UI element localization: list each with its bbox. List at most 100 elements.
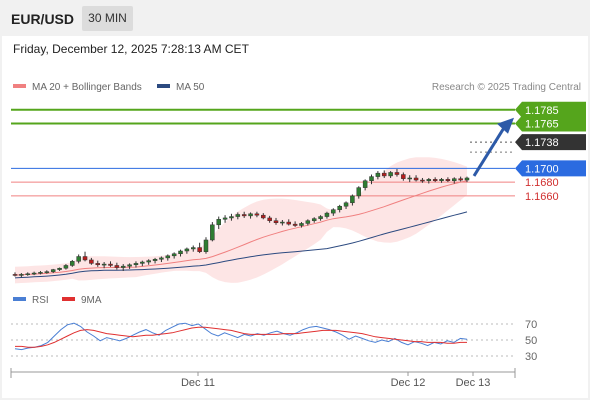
candle	[184, 247, 190, 254]
candle	[299, 222, 304, 228]
candle-body	[229, 216, 234, 219]
candle	[311, 217, 317, 223]
candle	[210, 222, 215, 242]
candle-body	[305, 220, 311, 224]
candle-body	[426, 179, 432, 181]
candle-body	[89, 259, 94, 264]
candle-body	[120, 265, 126, 268]
candle	[254, 211, 260, 218]
candle-body	[57, 267, 62, 270]
candle	[452, 177, 457, 184]
candle-body	[407, 177, 412, 180]
candle-body	[299, 223, 304, 226]
candle-body	[216, 219, 221, 226]
rsi-level-label: 70	[525, 319, 537, 331]
candle-body	[12, 274, 18, 276]
candle-body	[222, 217, 228, 220]
candle	[95, 260, 101, 267]
candle-body	[381, 172, 387, 177]
candle-body	[356, 187, 362, 197]
candle	[331, 208, 336, 216]
candle	[101, 262, 107, 269]
candle-body	[101, 263, 107, 266]
candle	[191, 245, 196, 252]
rsi-legend-swatch	[62, 297, 75, 301]
candle	[114, 262, 120, 270]
candle	[50, 268, 56, 274]
time-axis-label: Dec 12	[391, 377, 426, 389]
candle-body	[337, 205, 342, 210]
candle	[445, 177, 451, 183]
candle-body	[420, 179, 425, 182]
candle	[280, 220, 285, 226]
target-level-tag: 1.1765	[515, 115, 586, 132]
candle-body	[70, 261, 75, 266]
candle	[273, 217, 279, 225]
candle-body	[178, 250, 183, 255]
candle	[89, 257, 94, 265]
candle	[267, 215, 272, 223]
candle	[203, 237, 209, 254]
candle-body	[241, 214, 247, 217]
candle-body	[25, 273, 30, 275]
candle	[159, 256, 164, 263]
candle	[350, 194, 355, 206]
rsi-level-label: 50	[525, 335, 537, 347]
candle	[171, 252, 177, 259]
candle-body	[350, 195, 355, 204]
candle-body	[413, 177, 419, 181]
candle-body	[401, 174, 406, 179]
candle-body	[31, 272, 37, 275]
time-axis-label: Dec 13	[456, 377, 491, 389]
candle-body	[280, 221, 285, 224]
rsi-level-label: 30	[525, 351, 537, 363]
timestamp: Friday, December 12, 2025 7:28:13 AM CET	[13, 42, 249, 56]
candle	[146, 259, 151, 265]
candle	[318, 215, 323, 221]
candle	[63, 264, 69, 270]
candle-body	[254, 213, 260, 216]
bollinger-bands	[15, 157, 467, 284]
timeframe-button[interactable]: 30 MIN	[82, 6, 133, 31]
rsi-line	[14, 322, 468, 351]
candle	[82, 251, 88, 262]
candle	[57, 267, 62, 271]
forecast-arrow	[472, 117, 514, 177]
candle	[261, 213, 266, 220]
level-tag-label: 1.1765	[525, 119, 559, 131]
candle	[216, 216, 221, 229]
bollinger-band-area	[15, 157, 467, 284]
candle-body	[432, 179, 438, 181]
candle-body	[127, 264, 132, 267]
forecast-arrow-shaft	[472, 126, 506, 177]
candle-body	[63, 265, 69, 269]
level-tag-bg	[515, 115, 586, 132]
level-tag-bg	[515, 134, 586, 151]
candle	[31, 271, 37, 276]
candle	[381, 170, 387, 178]
candle	[305, 219, 311, 226]
time-axis-label: Dec 11	[181, 377, 215, 389]
legend-label: MA 20 + Bollinger Bands	[32, 82, 142, 93]
candle-body	[152, 259, 158, 261]
candle	[19, 273, 24, 278]
level-tag-bg	[515, 101, 586, 118]
ma20-line	[14, 180, 468, 276]
candle-body	[292, 223, 298, 226]
legend-label: MA 50	[176, 82, 205, 93]
candle	[362, 179, 368, 191]
candle	[375, 171, 381, 180]
candle-body	[184, 248, 190, 252]
candle	[426, 177, 432, 184]
level-tag-label: 1.1680	[525, 177, 559, 189]
candle-body	[95, 263, 101, 266]
support-level-tag: 1.1660	[525, 191, 559, 203]
candle	[324, 211, 330, 219]
candle	[178, 249, 183, 257]
candle	[420, 177, 425, 183]
level-tag-label: 1.1738	[525, 137, 559, 149]
candle-body	[362, 180, 368, 188]
candle-body	[331, 209, 336, 214]
rsi-legend-label: RSI	[32, 295, 49, 306]
candle-body	[82, 256, 88, 261]
